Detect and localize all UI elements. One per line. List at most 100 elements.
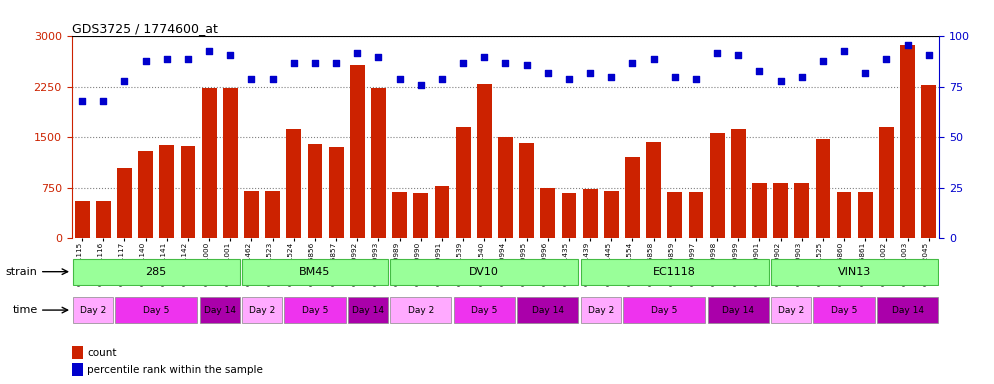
FancyBboxPatch shape (200, 297, 240, 323)
Text: Day 14: Day 14 (532, 306, 564, 314)
Bar (138, 151, 153, 238)
Bar (414, 193, 428, 238)
Bar (667, 192, 682, 238)
Text: Day 5: Day 5 (651, 306, 677, 314)
Point (244, 76, 259, 82)
Text: EC1118: EC1118 (653, 266, 696, 277)
Bar (265, 191, 280, 238)
Point (392, 76, 408, 82)
Text: 285: 285 (145, 266, 167, 277)
FancyBboxPatch shape (242, 297, 282, 323)
Bar (794, 183, 809, 238)
Point (582, 70, 598, 76)
Text: Day 2: Day 2 (408, 306, 434, 314)
Bar (837, 192, 852, 238)
Bar (329, 147, 344, 238)
Point (75, 98, 90, 104)
Bar (477, 84, 492, 238)
Text: Day 5: Day 5 (831, 306, 857, 314)
FancyBboxPatch shape (708, 297, 769, 323)
Point (180, 56, 196, 62)
Bar (393, 192, 407, 238)
Text: Day 2: Day 2 (248, 306, 275, 314)
Text: time: time (13, 305, 38, 315)
Bar (73, 363, 83, 376)
FancyBboxPatch shape (623, 297, 706, 323)
Point (264, 76, 280, 82)
Text: Day 14: Day 14 (892, 306, 923, 314)
Text: Day 14: Day 14 (723, 306, 754, 314)
Bar (731, 129, 746, 238)
Text: BM45: BM45 (299, 266, 331, 277)
Bar (646, 142, 661, 238)
FancyBboxPatch shape (580, 259, 769, 285)
Point (879, 56, 895, 62)
Point (920, 51, 936, 58)
Point (434, 76, 450, 82)
Text: Day 14: Day 14 (204, 306, 236, 314)
Text: Day 5: Day 5 (302, 306, 328, 314)
FancyBboxPatch shape (115, 297, 198, 323)
Point (159, 56, 175, 62)
Text: strain: strain (6, 266, 38, 277)
Bar (858, 192, 873, 238)
Bar (815, 139, 830, 238)
Bar (498, 137, 513, 238)
Point (561, 76, 577, 82)
Point (794, 74, 810, 80)
Bar (455, 127, 470, 238)
Point (772, 78, 788, 84)
Bar (773, 183, 788, 238)
Point (201, 48, 217, 54)
FancyBboxPatch shape (390, 259, 579, 285)
Point (371, 53, 387, 60)
Text: VIN13: VIN13 (838, 266, 872, 277)
FancyBboxPatch shape (348, 297, 388, 323)
Point (815, 58, 831, 64)
Point (455, 60, 471, 66)
Bar (286, 129, 301, 238)
FancyBboxPatch shape (73, 259, 240, 285)
Point (603, 74, 619, 80)
Point (138, 58, 154, 64)
Point (624, 60, 640, 66)
Bar (519, 143, 534, 238)
Bar (752, 183, 766, 238)
Text: Day 2: Day 2 (80, 306, 105, 314)
FancyBboxPatch shape (284, 297, 346, 323)
Point (751, 68, 767, 74)
FancyBboxPatch shape (453, 297, 515, 323)
FancyBboxPatch shape (771, 259, 938, 285)
Point (413, 82, 428, 88)
Text: Day 5: Day 5 (471, 306, 497, 314)
Bar (901, 45, 915, 238)
Bar (75, 201, 89, 238)
Bar (245, 191, 258, 238)
Point (223, 51, 239, 58)
FancyBboxPatch shape (771, 297, 811, 323)
Point (836, 48, 852, 54)
Text: Day 5: Day 5 (143, 306, 169, 314)
Text: GDS3725 / 1774600_at: GDS3725 / 1774600_at (72, 22, 218, 35)
Bar (117, 167, 132, 238)
Bar (307, 144, 322, 238)
Point (328, 60, 344, 66)
Text: Day 2: Day 2 (778, 306, 804, 314)
Bar (371, 88, 386, 238)
Point (688, 76, 704, 82)
Bar (710, 132, 725, 238)
Bar (181, 146, 196, 238)
Point (349, 50, 365, 56)
FancyBboxPatch shape (242, 259, 388, 285)
Bar (541, 188, 556, 238)
Bar (95, 201, 110, 238)
Text: Day 14: Day 14 (352, 306, 384, 314)
Text: DV10: DV10 (469, 266, 499, 277)
Bar (223, 88, 238, 238)
FancyBboxPatch shape (517, 297, 579, 323)
Point (731, 51, 746, 58)
Point (307, 60, 323, 66)
Bar (73, 346, 83, 359)
FancyBboxPatch shape (390, 297, 451, 323)
FancyBboxPatch shape (813, 297, 875, 323)
